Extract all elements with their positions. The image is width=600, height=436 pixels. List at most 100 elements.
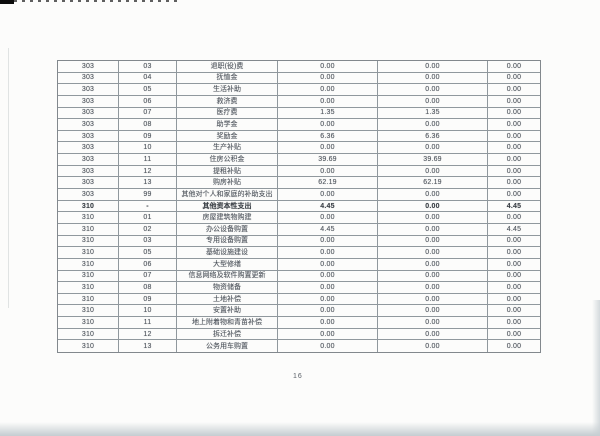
cell-value2: 0.00 — [378, 95, 488, 107]
cell-code: 303 — [58, 84, 119, 95]
cell-code: 303 — [58, 165, 119, 177]
cell-value2: 0.00 — [378, 200, 488, 212]
cell-code: 303 — [58, 119, 119, 130]
cell-value3: 0.00 — [506, 214, 522, 222]
cell-name: 安置补助 — [177, 305, 278, 317]
cell-value1: 4.45 — [278, 200, 378, 212]
cell-name: 购房补贴 — [177, 177, 278, 189]
budget-table: 303 03 退职(役)费 0.00 0.00 0.00 303 04 抚恤金 0.00 0.00 0… — [57, 60, 541, 354]
cell-subcode: 08 — [119, 119, 177, 130]
cell-value1: 0.00 — [278, 72, 378, 84]
cell-code: 310 — [58, 247, 119, 258]
cell-code: 310 — [58, 270, 119, 282]
scan-shadow-right — [592, 300, 600, 436]
table-row: 310 01 房屋建筑物购建 0.00 0.00 0.00 — [58, 212, 540, 224]
cell-code: 310 — [58, 258, 119, 270]
table-row: 310 08 物资储备 0.00 0.00 0.00 — [58, 282, 540, 294]
cell-value1: 0.00 — [278, 247, 378, 258]
table-row: 310 11 地上附着物和青苗补偿 0.00 0.00 0.00 — [58, 317, 540, 329]
cell-value1: 0.00 — [278, 282, 378, 293]
cell-name: 生产补贴 — [177, 142, 278, 154]
cell-value3: 4.45 — [506, 202, 522, 210]
table-row: 310 10 安置补助 0.00 0.00 0.00 — [58, 305, 540, 318]
table-row: 303 11 住房公积金 39.69 39.69 0.00 — [58, 154, 540, 166]
cell-name: 奖励金 — [177, 130, 278, 142]
cell-value1: 0.00 — [278, 328, 378, 340]
table-row: 303 08 助学金 0.00 0.00 0.00 — [58, 119, 540, 131]
cell-value3: 4.45 — [506, 225, 522, 233]
cell-value1: 0.00 — [278, 119, 378, 130]
table-row: 303 07 医疗费 1.35 1.35 0.00 — [58, 107, 540, 120]
cell-value3: 0.00 — [506, 179, 522, 187]
cell-value2: 0.00 — [378, 165, 488, 177]
cell-value3: 0.00 — [506, 62, 522, 70]
cell-value3: 0.00 — [506, 144, 522, 152]
cell-subcode: 11 — [119, 317, 177, 328]
cell-value1: 0.00 — [278, 270, 378, 282]
cell-subcode: 03 — [119, 235, 177, 247]
cell-value2: 0.00 — [378, 235, 488, 247]
cell-value1: 0.00 — [278, 95, 378, 107]
cell-value2: 0.00 — [378, 84, 488, 95]
cell-value2: 0.00 — [378, 119, 488, 130]
cell-value2: 0.00 — [378, 340, 488, 353]
table-row: 310 13 公务用车购置 0.00 0.00 0.00 — [58, 340, 540, 353]
cell-value1: 0.00 — [278, 84, 378, 95]
cell-value3: 0.00 — [506, 272, 522, 280]
cell-name: 住房公积金 — [177, 154, 278, 165]
cell-value2: 0.00 — [378, 212, 488, 223]
cell-value3: 0.00 — [506, 97, 522, 105]
cell-value2: 62.19 — [378, 177, 488, 189]
cell-value1: 0.00 — [278, 293, 378, 305]
scan-artifact-dashes — [14, 0, 179, 2]
cell-code: 303 — [58, 189, 119, 200]
cell-value1: 0.00 — [278, 212, 378, 223]
cell-subcode: 12 — [119, 328, 177, 340]
cell-name: 基础设施建设 — [177, 247, 278, 258]
cell-name: 大型修缮 — [177, 258, 278, 270]
cell-name: 抚恤金 — [177, 72, 278, 84]
cell-value2: 0.00 — [378, 305, 488, 317]
cell-value2: 0.00 — [378, 247, 488, 258]
cell-subcode: 07 — [119, 107, 177, 119]
cell-value2: 39.69 — [378, 154, 488, 165]
cell-value3: 0.00 — [506, 260, 522, 268]
cell-name: 助学金 — [177, 119, 278, 130]
cell-code: 303 — [58, 107, 119, 119]
cell-name: 其他对个人和家庭的补助支出 — [177, 189, 278, 200]
cell-value3: 0.00 — [506, 283, 522, 291]
cell-name: 土地补偿 — [177, 293, 278, 305]
cell-name: 专用设备购置 — [177, 235, 278, 247]
cell-name: 退职(役)费 — [177, 61, 278, 72]
cell-value3: 0.00 — [506, 330, 522, 338]
cell-value3: 0.00 — [506, 155, 522, 163]
cell-name: 地上附着物和青苗补偿 — [177, 317, 278, 328]
cell-code: 310 — [58, 282, 119, 293]
cell-value3: 0.00 — [506, 132, 522, 140]
cell-value3: 0.00 — [506, 74, 522, 82]
cell-subcode: 01 — [119, 212, 177, 223]
cell-value1: 62.19 — [278, 177, 378, 189]
cell-value1: 4.45 — [278, 223, 378, 235]
cell-subcode: 09 — [119, 130, 177, 142]
cell-code: 310 — [58, 200, 119, 212]
cell-name: 物资储备 — [177, 282, 278, 293]
cell-subcode: 10 — [119, 142, 177, 154]
cell-value2: 0.00 — [378, 61, 488, 72]
cell-value2: 0.00 — [378, 317, 488, 328]
table-row: 310 05 基础设施建设 0.00 0.00 0.00 — [58, 247, 540, 259]
cell-name: 拆迁补偿 — [177, 328, 278, 340]
cell-subcode: 05 — [119, 84, 177, 95]
cell-value3: 0.00 — [506, 121, 522, 129]
cell-code: 310 — [58, 317, 119, 328]
cell-value1: 0.00 — [278, 61, 378, 72]
scan-shadow-bottom — [0, 422, 600, 436]
cell-value3: 0.00 — [506, 237, 522, 245]
cell-code: 303 — [58, 72, 119, 84]
cell-value1: 0.00 — [278, 189, 378, 200]
cell-value3: 0.00 — [506, 249, 522, 257]
cell-code: 310 — [58, 293, 119, 305]
table-row: 310 06 大型修缮 0.00 0.00 0.00 — [58, 258, 540, 271]
cell-subcode: 08 — [119, 282, 177, 293]
